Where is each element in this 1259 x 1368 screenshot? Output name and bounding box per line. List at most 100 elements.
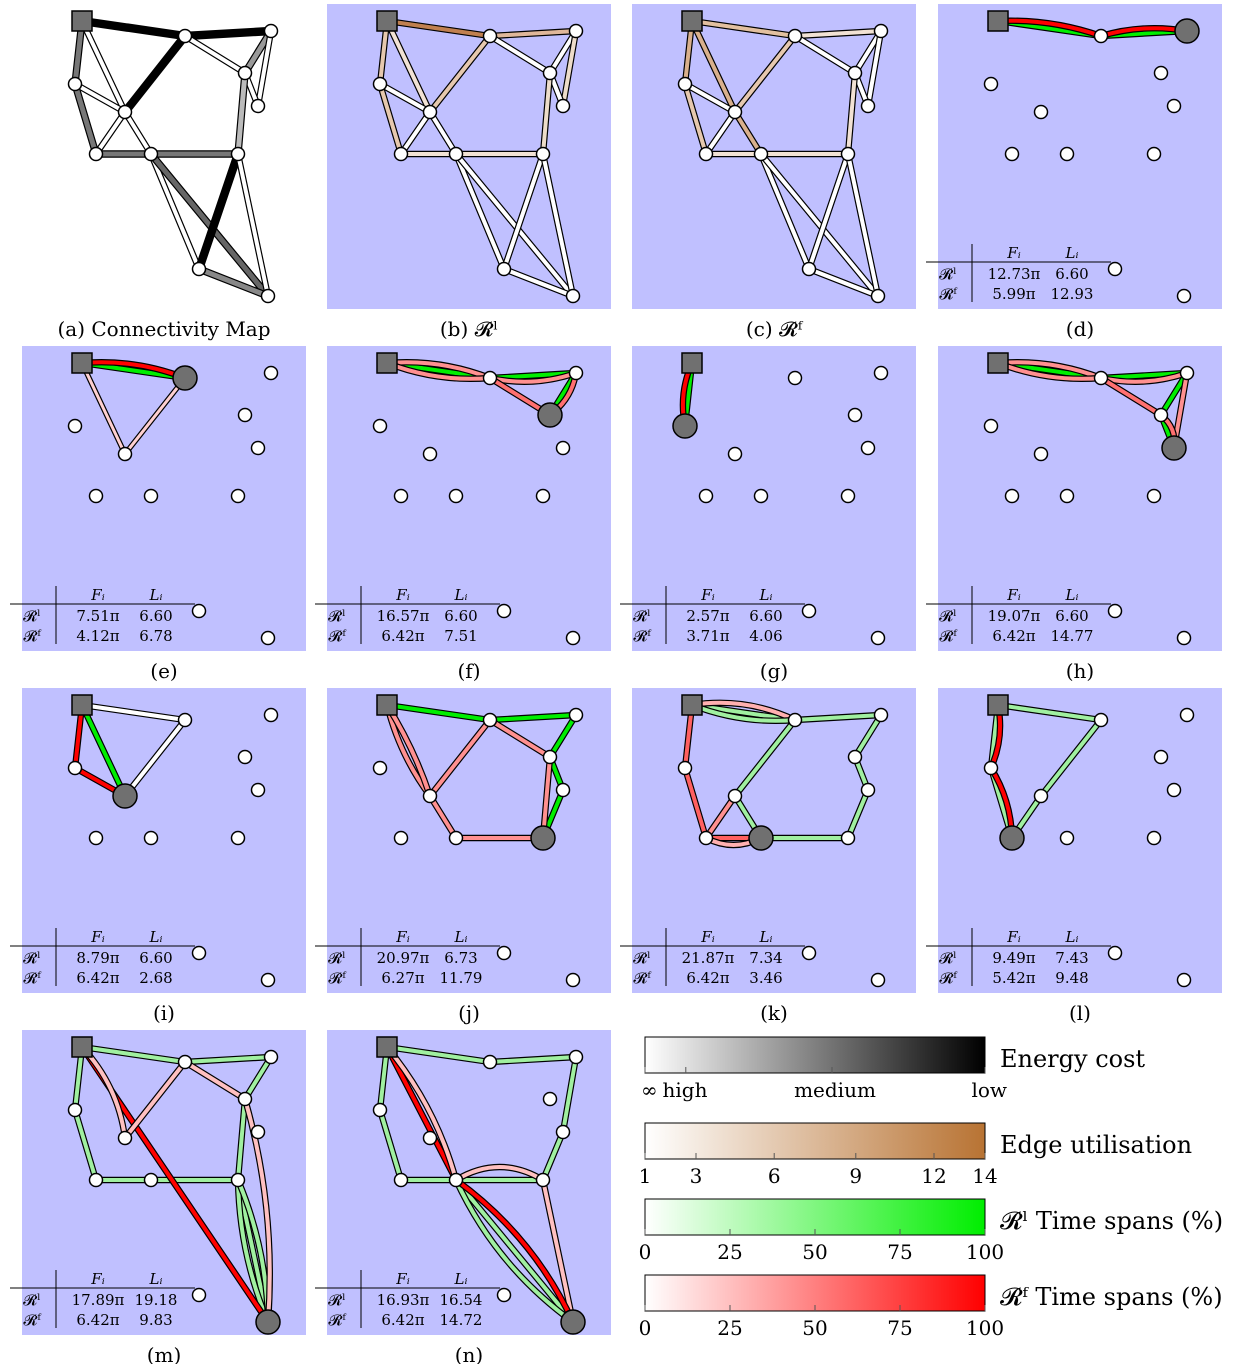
circle-node-icon: [422, 104, 438, 120]
circle-node-icon: [191, 1287, 207, 1303]
edge: [243, 1055, 273, 1101]
circle-node-icon: [67, 76, 83, 92]
table-cell-l: 7.34: [749, 949, 782, 967]
table-cell-l: 19.18: [135, 1291, 178, 1309]
panel-k: Fᵢ Lᵢ 𝓡ˡ 21.87π 7.34 𝓡ᶠ 6.42π 3.46 (k): [620, 688, 916, 1025]
stats-table: Fᵢ Lᵢ 𝓡ˡ 7.51π 6.60 𝓡ᶠ 4.12π 6.78: [10, 586, 195, 645]
panel-b: (b) 𝓡ˡ: [327, 4, 611, 341]
circle-node-icon: [860, 782, 876, 798]
colorbar-tick-label: 25: [717, 1316, 742, 1340]
edge: [196, 151, 241, 272]
edge: [561, 1055, 578, 1134]
table-row-label: 𝓡ᶠ: [23, 969, 42, 987]
colorbar-energy: ∞ high medium low Energy cost: [641, 1036, 1145, 1102]
circle-node-icon: [1146, 146, 1162, 162]
table-row-label: 𝓡ᶠ: [23, 627, 42, 645]
filled-circle-robot-icon: [748, 825, 774, 851]
table-cell-f: 20.97π: [377, 949, 430, 967]
edge: [80, 703, 127, 798]
circle-node-icon: [801, 261, 817, 277]
circle-node-icon: [260, 972, 276, 988]
circle-node-icon: [263, 365, 279, 381]
table-cell-f: 6.42π: [76, 1311, 119, 1329]
circle-node-icon: [1059, 146, 1075, 162]
table-cell-l: 14.77: [1051, 627, 1094, 645]
edge: [385, 1045, 458, 1182]
edge: [80, 703, 187, 722]
circle-node-icon: [535, 488, 551, 504]
circle-node-icon: [870, 630, 886, 646]
edge: [996, 360, 1103, 380]
table-row-label: 𝓡ˡ: [328, 607, 346, 625]
circle-node-icon: [372, 76, 388, 92]
circle-node-icon: [177, 1054, 193, 1070]
filled-circle-robot-icon: [537, 402, 563, 428]
edge: [454, 1178, 575, 1324]
graph: [372, 10, 584, 304]
table-cell-l: 6.60: [139, 949, 172, 967]
table-row-label: 𝓡ˡ: [328, 1291, 346, 1309]
edge: [428, 34, 492, 114]
circle-node-icon: [230, 830, 246, 846]
circle-node-icon: [143, 146, 159, 162]
table-row-label: 𝓡ˡ: [23, 949, 41, 967]
table-row-label: 𝓡ᶠ: [328, 627, 347, 645]
table-cell-f: 17.89π: [72, 1291, 125, 1309]
circle-node-icon: [753, 146, 769, 162]
square-station-icon: [987, 352, 1009, 374]
table-cell-f: 7.51π: [76, 607, 119, 625]
edge: [385, 360, 492, 380]
circle-node-icon: [1059, 488, 1075, 504]
edge: [123, 110, 153, 156]
edge: [996, 703, 1103, 722]
circle-node-icon: [565, 630, 581, 646]
colorbar-rf: 0 25 50 75 100 𝓡ᶠ Time spans (%): [639, 1274, 1223, 1340]
edge: [378, 82, 403, 156]
panel-caption: (m): [147, 1343, 182, 1364]
edge: [149, 152, 201, 271]
panel-c: (c) 𝓡ᶠ: [632, 4, 916, 341]
square-station-icon: [71, 1036, 93, 1058]
table-row-label: 𝓡ˡ: [939, 949, 957, 967]
edge: [385, 19, 492, 38]
circle-node-icon: [727, 104, 743, 120]
filled-circle-robot-icon: [255, 1309, 281, 1335]
circle-node-icon: [1166, 782, 1182, 798]
colorbar-tick-label: ∞: [641, 1078, 658, 1102]
edge: [1039, 718, 1103, 798]
graph: [67, 352, 279, 646]
filled-circle-robot-icon: [172, 365, 198, 391]
edge: [428, 110, 458, 156]
table-header-f: Fᵢ: [700, 586, 714, 604]
table-row-label: 𝓡ᶠ: [633, 627, 652, 645]
circle-node-icon: [67, 418, 83, 434]
circle-node-icon: [1176, 972, 1192, 988]
table-row-label: 𝓡ᶠ: [23, 1311, 42, 1329]
table-header-l: Lᵢ: [1065, 586, 1079, 604]
square-station-icon: [987, 10, 1009, 32]
colorbar-tick-label: 12: [921, 1164, 946, 1188]
table-header-l: Lᵢ: [759, 586, 773, 604]
edge: [428, 718, 492, 798]
circle-node-icon: [372, 418, 388, 434]
panel-caption: (g): [760, 659, 788, 683]
edge: [72, 81, 99, 157]
edge: [704, 110, 737, 156]
table-cell-f: 6.42π: [381, 1311, 424, 1329]
circle-node-icon: [448, 146, 464, 162]
colorbar-tick-label: medium: [794, 1078, 876, 1102]
edge: [378, 1108, 403, 1182]
edge: [385, 19, 432, 114]
edge: [80, 19, 127, 114]
circle-node-icon: [88, 488, 104, 504]
circle-node-icon: [448, 830, 464, 846]
edge: [183, 34, 247, 75]
colorbar-tick-label: 75: [887, 1240, 912, 1264]
square-station-icon: [376, 352, 398, 374]
circle-node-icon: [67, 760, 83, 776]
table-row-label: 𝓡ˡ: [328, 949, 346, 967]
square-station-icon: [71, 352, 93, 374]
edge: [79, 18, 188, 39]
edge: [853, 713, 883, 759]
